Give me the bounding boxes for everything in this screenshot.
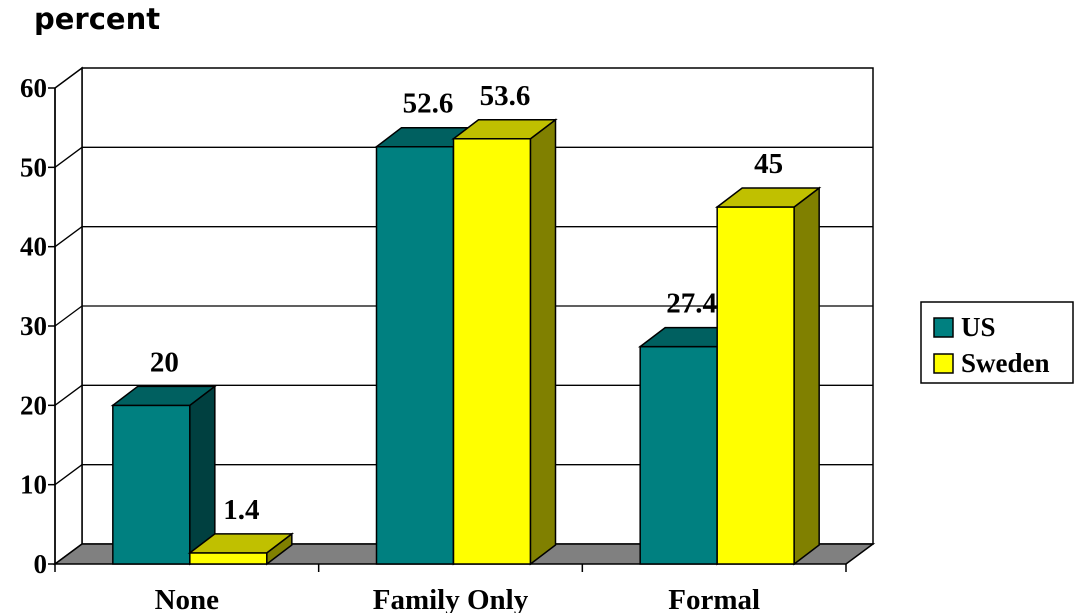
bar-top-sweden: [714, 187, 822, 208]
bar-us: [112, 404, 191, 565]
y-unit-label: percent: [34, 2, 161, 36]
legend: US Sweden: [920, 301, 1074, 384]
bar-sweden: [189, 552, 268, 565]
y-tick-label: 0: [34, 549, 48, 579]
legend-swatch-sweden: [933, 353, 954, 374]
bar-top-sweden: [187, 533, 295, 554]
data-label: 45: [754, 148, 783, 180]
legend-swatch-us: [933, 317, 954, 338]
bar-sweden: [716, 206, 795, 565]
bar-us: [375, 145, 455, 565]
y-tick-label: 30: [20, 311, 47, 341]
bar-top-us: [110, 385, 218, 407]
bar-side-sweden: [793, 186, 820, 566]
gridline-side: [54, 305, 83, 327]
y-tick-label: 50: [20, 152, 47, 182]
y-tick-label: 60: [20, 73, 47, 103]
bar-sweden: [452, 138, 532, 565]
gridline-side: [54, 464, 83, 486]
data-label: 52.6: [403, 88, 454, 120]
data-label: 1.4: [223, 494, 259, 526]
data-label: 20: [150, 346, 179, 378]
gridline-side: [54, 384, 83, 406]
gridline-side: [54, 226, 83, 248]
y-tick-label: 10: [20, 470, 47, 500]
x-tick-label: Formal: [668, 584, 760, 613]
data-label: 53.6: [480, 80, 531, 112]
bar-side-sweden: [529, 118, 557, 566]
x-tick-label: Family Only: [373, 584, 529, 613]
bar-top-sweden: [451, 119, 558, 140]
gridline-side: [54, 146, 83, 168]
data-label: 27.4: [666, 288, 717, 320]
x-tick-label: None: [155, 584, 220, 613]
y-tick-label: 40: [20, 232, 47, 262]
y-tick-label: 20: [20, 390, 47, 420]
legend-label-us: US: [961, 312, 996, 342]
bar-us: [639, 345, 718, 565]
legend-label-sweden: Sweden: [961, 348, 1050, 378]
